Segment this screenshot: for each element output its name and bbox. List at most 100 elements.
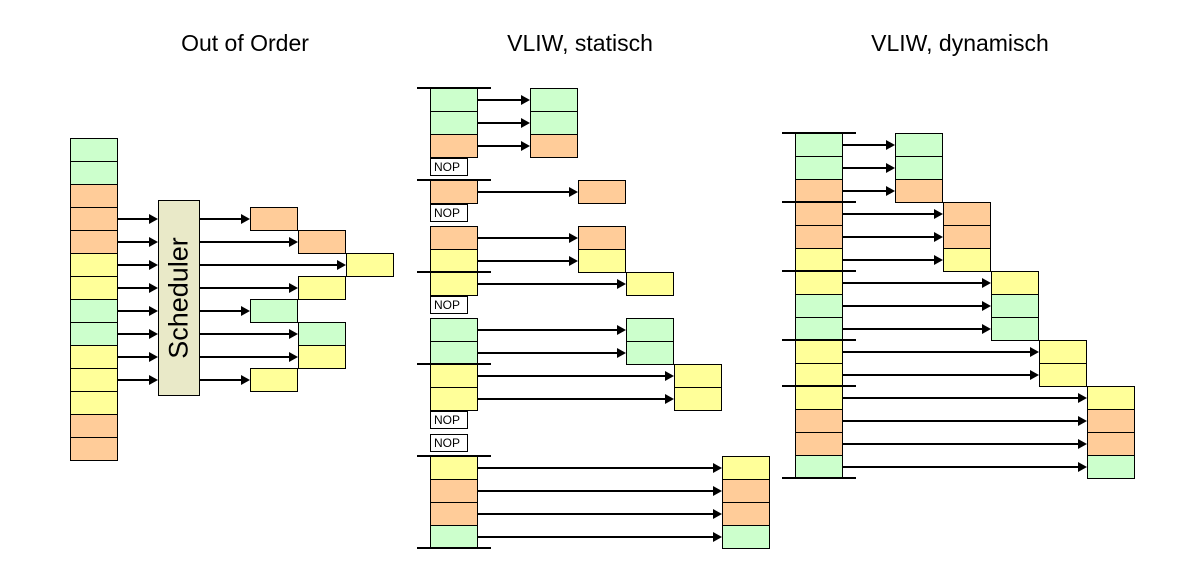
vliw-slot-cell: [795, 156, 843, 180]
scheduler-box: Scheduler: [158, 200, 200, 396]
issue-arrow: [118, 351, 158, 362]
execute-arrow: [843, 139, 895, 150]
execute-arrow: [843, 392, 1087, 403]
group-separator: [782, 201, 856, 203]
dispatch-arrow: [200, 351, 298, 362]
panel-title-vliw-static: VLIW, statisch: [507, 30, 653, 56]
vliw-slot-cell: [430, 502, 478, 526]
bundle-separator: [417, 547, 491, 549]
issue-arrow: [118, 236, 158, 247]
instruction-queue-cell: [70, 161, 118, 185]
issue-arrow: [118, 374, 158, 385]
instruction-queue-cell: [70, 322, 118, 346]
vliw-slot-cell: [430, 111, 478, 135]
execution-cell: [626, 318, 674, 342]
execution-cell: [250, 299, 298, 323]
execution-cell: [530, 88, 578, 112]
execution-cell: [722, 456, 770, 480]
vliw-slot-cell: [430, 134, 478, 158]
vliw-slot-cell: [795, 317, 843, 341]
execution-cell: [1087, 409, 1135, 433]
instruction-queue-cell: [70, 414, 118, 438]
execute-arrow: [843, 346, 1039, 357]
vliw-slot-cell: [430, 249, 478, 273]
execute-arrow: [843, 369, 1039, 380]
execute-arrow: [478, 186, 578, 197]
execution-cell: [626, 272, 674, 296]
vliw-slot-cell: [430, 456, 478, 480]
execute-arrow: [478, 117, 530, 128]
vliw-slot-cell: [430, 226, 478, 250]
execute-arrow: [478, 370, 674, 381]
execution-cell: [895, 133, 943, 157]
vliw-slot-cell: [430, 272, 478, 296]
vliw-slot-cell: [430, 525, 478, 549]
dispatch-arrow: [200, 236, 298, 247]
execute-arrow: [843, 254, 943, 265]
nop-cell: NOP: [430, 158, 468, 176]
issue-arrow: [118, 328, 158, 339]
execution-cell: [250, 207, 298, 231]
execution-cell: [895, 156, 943, 180]
execution-cell: [1039, 363, 1087, 387]
vliw-slot-cell: [795, 271, 843, 295]
vliw-slot-cell: [430, 364, 478, 388]
vliw-slot-cell: [795, 179, 843, 203]
execution-cell: [298, 276, 346, 300]
execution-cell: [578, 180, 626, 204]
execution-cell: [530, 111, 578, 135]
instruction-queue-cell: [70, 138, 118, 162]
execution-cell: [298, 345, 346, 369]
bundle-separator: [417, 455, 491, 457]
instruction-queue-cell: [70, 276, 118, 300]
bundle-separator: [417, 363, 491, 365]
execute-arrow: [478, 278, 626, 289]
vliw-slot-cell: [795, 455, 843, 479]
vliw-slot-cell: [795, 225, 843, 249]
execution-cell: [674, 364, 722, 388]
execute-arrow: [843, 185, 895, 196]
dispatch-arrow: [200, 213, 250, 224]
issue-arrow: [118, 305, 158, 316]
vliw-slot-cell: [430, 387, 478, 411]
execution-cell: [1087, 386, 1135, 410]
execute-arrow: [478, 140, 530, 151]
execution-cell: [722, 502, 770, 526]
execute-arrow: [478, 232, 578, 243]
execution-cell: [250, 368, 298, 392]
execution-cell: [1087, 455, 1135, 479]
execution-cell: [943, 225, 991, 249]
execute-arrow: [843, 277, 991, 288]
issue-arrow: [118, 282, 158, 293]
execute-arrow: [478, 462, 722, 473]
execution-cell: [991, 294, 1039, 318]
vliw-slot-cell: [795, 294, 843, 318]
vliw-slot-cell: [795, 133, 843, 157]
execute-arrow: [478, 255, 578, 266]
execution-cell: [626, 341, 674, 365]
execute-arrow: [478, 324, 626, 335]
execute-arrow: [478, 508, 722, 519]
dispatch-arrow: [200, 259, 346, 270]
group-separator: [782, 270, 856, 272]
instruction-queue-cell: [70, 253, 118, 277]
instruction-queue-cell: [70, 230, 118, 254]
instruction-queue-cell: [70, 368, 118, 392]
execution-cell: [346, 253, 394, 277]
execute-arrow: [843, 415, 1087, 426]
scheduler-label: Scheduler: [163, 237, 194, 359]
execute-arrow: [843, 231, 943, 242]
execute-arrow: [478, 94, 530, 105]
instruction-queue-cell: [70, 299, 118, 323]
execution-cell: [1039, 340, 1087, 364]
instruction-queue-cell: [70, 437, 118, 461]
execute-arrow: [478, 485, 722, 496]
issue-arrow: [118, 213, 158, 224]
issue-arrow: [118, 259, 158, 270]
execution-cell: [298, 230, 346, 254]
execute-arrow: [843, 323, 991, 334]
execute-arrow: [843, 438, 1087, 449]
group-separator: [782, 477, 856, 479]
nop-cell: NOP: [430, 204, 468, 222]
